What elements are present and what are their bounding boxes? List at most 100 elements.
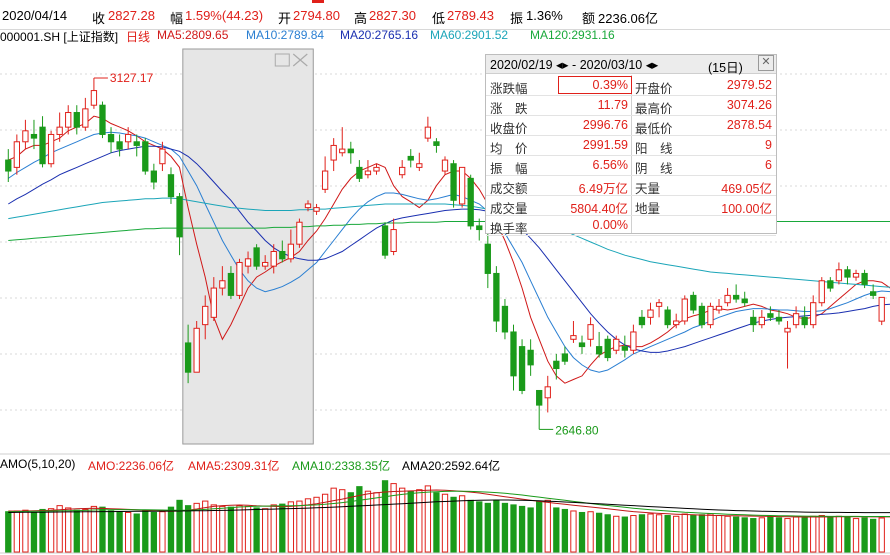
volume-bar <box>90 505 98 553</box>
ma5-readout: MA5:2809.65 <box>157 28 229 42</box>
interval-stats-panel: 2020/02/19 ◂▸ - 2020/03/10 ◂▸ (15日) ✕ 涨跌… <box>485 54 777 236</box>
volume-bar <box>792 516 800 553</box>
candle-body <box>304 203 312 209</box>
candle-body <box>73 112 80 128</box>
volume-bar <box>150 511 158 553</box>
volume-bar <box>724 515 731 553</box>
candle-body <box>65 112 72 128</box>
volume-bar <box>364 490 372 553</box>
candle-body <box>690 294 697 311</box>
candle-body <box>835 269 843 282</box>
close-value: 2827.28 <box>108 8 155 23</box>
candle-body <box>561 353 569 362</box>
panel-row: 换手率 0.00% <box>486 215 776 236</box>
panel-value: 469.05亿 <box>721 182 772 196</box>
cursor-marker <box>312 0 324 3</box>
candlestick-chart[interactable]: 3127.17 2646.80 <box>0 44 890 555</box>
volume-bar <box>39 508 46 553</box>
candle-body <box>801 316 808 326</box>
volume-bar <box>698 514 706 553</box>
volume-bar <box>321 493 329 553</box>
volume-bar <box>715 515 723 553</box>
close-label: 收 <box>92 11 106 26</box>
volume-bar <box>82 508 89 553</box>
volume-bar <box>775 517 783 553</box>
panel-value: 100.00亿 <box>721 202 772 216</box>
volume-bar <box>476 501 483 553</box>
selection-close-icon <box>292 53 308 67</box>
panel-range[interactable]: 2020/02/19 ◂▸ - 2020/03/10 ◂▸ <box>490 58 659 72</box>
candle-body <box>570 335 577 340</box>
amount-label: 额 <box>582 11 596 26</box>
panel-value: 5804.40亿 <box>570 202 628 216</box>
candle-body <box>544 386 551 399</box>
volume-bar <box>107 510 115 553</box>
panel-value: 2878.54 <box>726 118 772 132</box>
candle-body <box>681 298 688 322</box>
volume-bar <box>878 517 885 553</box>
candle-body <box>13 141 20 168</box>
volume-bar <box>184 505 192 553</box>
panel-row: 成交量 5804.40亿 地量 100.00亿 <box>486 195 776 216</box>
ma20-readout: MA20:2765.16 <box>340 28 419 42</box>
volume-bar <box>313 496 320 553</box>
candle-body <box>347 148 354 154</box>
volume-bar <box>347 492 354 553</box>
volume-bar <box>22 509 29 553</box>
volume-bar <box>159 511 166 553</box>
volume-bar <box>47 508 55 553</box>
volume-bar <box>56 505 63 553</box>
candle-body <box>553 360 560 370</box>
panel-value: 6 <box>765 158 772 172</box>
volume-bar <box>356 486 363 553</box>
candle-body <box>698 305 706 326</box>
panel-label: 成交量 <box>490 202 528 216</box>
candle-body <box>116 141 123 150</box>
volume-bar <box>810 515 817 553</box>
volume-bar <box>553 507 560 553</box>
volume-bar <box>270 504 277 553</box>
candle-body <box>99 104 106 135</box>
candle-body <box>399 166 406 176</box>
candle-body <box>484 243 491 274</box>
period-label[interactable]: 日线 <box>126 30 151 44</box>
volume-bar <box>424 485 432 553</box>
volume-bar <box>450 496 457 553</box>
open-value: 2794.80 <box>293 8 340 23</box>
quote-date: 2020/04/14 <box>2 8 68 23</box>
close-icon[interactable]: ✕ <box>758 55 774 71</box>
candle-body <box>792 313 800 326</box>
candle-body <box>621 346 628 351</box>
volume-bar <box>493 499 500 553</box>
volume-bar <box>433 492 440 553</box>
candle-body <box>373 166 380 172</box>
candle-body <box>613 338 620 351</box>
volume-bar <box>527 507 534 553</box>
volume-bar <box>638 514 646 553</box>
candle-body <box>47 133 55 165</box>
volume-bar <box>441 493 449 553</box>
panel-value: 0.00% <box>592 218 628 232</box>
candle-body <box>296 221 303 245</box>
volume-bar <box>193 502 200 553</box>
volume-bar <box>621 516 628 553</box>
ma60-readout: MA60:2901.52 <box>430 28 509 42</box>
candle-body <box>90 90 98 106</box>
panel-value: 2991.59 <box>582 138 628 152</box>
candle-body <box>125 133 132 143</box>
candle-body <box>741 298 748 304</box>
change-label: 幅 <box>170 11 184 26</box>
candle-body <box>150 170 158 183</box>
volume-bar <box>99 506 106 553</box>
candle-body <box>715 305 723 311</box>
volume-bar <box>510 504 517 553</box>
volume-bar <box>630 515 637 553</box>
candle-body <box>5 159 12 172</box>
volume-bar <box>484 502 491 553</box>
volume-bar <box>202 500 209 553</box>
amount-value: 2236.06亿 <box>598 11 658 26</box>
candle-body <box>262 261 269 267</box>
panel-row: 成交额 6.49万亿 天量 469.05亿 <box>486 175 776 196</box>
volume-bar <box>870 518 877 553</box>
volume-bar <box>613 515 620 553</box>
